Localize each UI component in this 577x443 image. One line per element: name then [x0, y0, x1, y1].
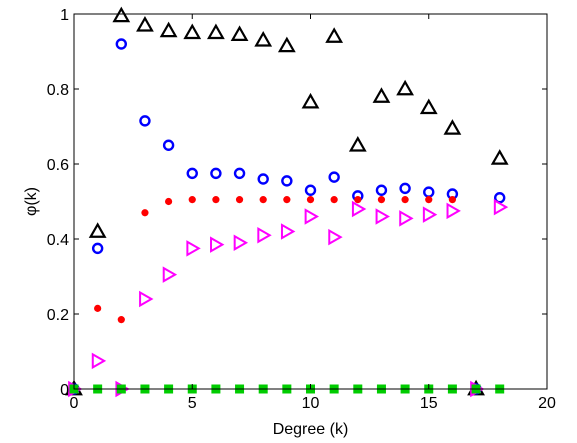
data-point: [212, 196, 220, 204]
data-point: [494, 192, 506, 204]
data-point: [139, 115, 151, 127]
data-point: [306, 196, 315, 204]
x-tick-label: 15: [420, 395, 438, 412]
data-point: [304, 208, 320, 225]
data-point: [396, 79, 414, 96]
data-point: [117, 316, 125, 324]
x-axis-title: Degree (k): [273, 421, 349, 438]
data-point: [257, 173, 269, 185]
data-point: [254, 31, 273, 47]
x-tick-label: 0: [70, 395, 79, 412]
y-axis-title: φ(k): [23, 187, 40, 216]
data-point: [422, 206, 438, 223]
data-point: [233, 167, 246, 180]
data-point: [112, 6, 131, 23]
data-point: [399, 210, 414, 227]
data-point: [188, 196, 196, 204]
y-tick-label: 0.8: [47, 82, 69, 99]
data-point: [91, 242, 104, 255]
data-point: [375, 208, 390, 225]
data-point: [377, 196, 386, 204]
data-point: [139, 290, 154, 308]
data-point: [354, 196, 362, 204]
data-point: [210, 167, 222, 180]
x-axis-ticks: 0 5 10 15 20: [70, 14, 556, 412]
x-tick-label: 20: [538, 395, 556, 412]
data-point: [94, 304, 102, 312]
series-circle: [68, 38, 506, 395]
data-point: [348, 136, 367, 152]
series-dot: [70, 196, 480, 393]
data-point: [259, 196, 267, 204]
data-point: [425, 196, 433, 204]
data-point: [207, 23, 225, 40]
data-point: [328, 228, 343, 246]
data-point: [136, 16, 154, 32]
data-point: [419, 98, 438, 115]
data-point: [372, 87, 391, 103]
data-point: [443, 119, 462, 135]
data-point: [159, 21, 178, 38]
data-point: [235, 196, 244, 204]
data-point: [351, 200, 367, 218]
data-point: [283, 196, 291, 204]
data-point: [304, 184, 317, 196]
data-point: [423, 186, 435, 198]
data-point: [183, 23, 202, 40]
data-point: [277, 36, 296, 53]
y-tick-label: 0: [60, 382, 69, 399]
data-point: [88, 222, 107, 238]
data-point: [325, 27, 344, 43]
data-point: [186, 167, 198, 180]
data-point: [399, 182, 411, 195]
data-point: [162, 139, 175, 151]
data-point: [257, 227, 272, 244]
data-point: [165, 197, 173, 206]
x-tick-label: 10: [302, 395, 320, 412]
data-point: [401, 196, 409, 204]
y-tick-label: 0.2: [47, 307, 69, 324]
data-point: [493, 198, 509, 216]
data-point: [186, 240, 201, 257]
data-point: [233, 234, 249, 251]
data-point: [141, 209, 149, 217]
data-point: [330, 196, 338, 204]
data-point: [230, 25, 249, 41]
data-point: [91, 352, 107, 370]
data-point: [490, 149, 509, 165]
y-tick-label: 1: [60, 7, 69, 24]
x-tick-label: 5: [188, 395, 197, 412]
data-marks: [65, 6, 509, 398]
y-axis-ticks: 0 0.2 0.4 0.6 0.8 1: [47, 7, 547, 399]
data-point: [162, 266, 178, 283]
data-point: [446, 202, 461, 220]
data-point: [210, 236, 225, 253]
y-tick-label: 0.4: [47, 232, 69, 249]
data-point: [301, 92, 320, 109]
data-point: [448, 196, 456, 204]
data-point: [280, 223, 296, 240]
data-point: [375, 184, 388, 196]
y-tick-label: 0.6: [47, 157, 69, 174]
data-point: [281, 175, 293, 187]
series-triangle-right: [68, 198, 509, 398]
data-point: [115, 38, 128, 50]
data-point: [328, 171, 340, 183]
